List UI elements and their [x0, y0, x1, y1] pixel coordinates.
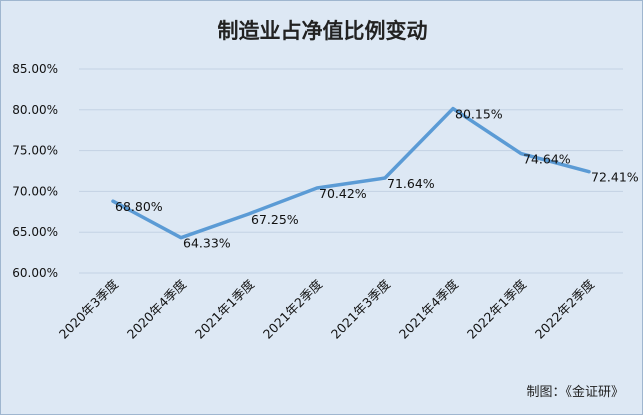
- x-tick-label: 2022年1季度: [464, 276, 530, 342]
- chart-source-note: 制图：《金证研》: [526, 385, 624, 400]
- data-label: 74.64%: [523, 152, 571, 167]
- data-label: 64.33%: [183, 236, 231, 251]
- data-point: [451, 107, 455, 111]
- data-label: 80.15%: [455, 107, 503, 122]
- x-tick-label: 2021年2季度: [260, 276, 326, 342]
- x-tick-label: 2020年4季度: [124, 276, 190, 342]
- y-tick-label: 65.00%: [12, 225, 58, 239]
- y-tick-label: 85.00%: [12, 62, 58, 76]
- data-label: 68.80%: [115, 199, 163, 214]
- x-tick-label: 2021年4季度: [396, 276, 462, 342]
- x-tick-label: 2022年2季度: [532, 276, 598, 342]
- data-label: 71.64%: [387, 176, 435, 191]
- data-point: [519, 152, 523, 156]
- data-label: 72.41%: [591, 170, 639, 185]
- data-label: 67.25%: [251, 212, 299, 227]
- x-tick-label: 2021年3季度: [328, 276, 394, 342]
- y-tick-label: 80.00%: [12, 103, 58, 117]
- series-line: [111, 106, 591, 240]
- y-tick-label: 70.00%: [12, 184, 58, 198]
- y-tick-label: 60.00%: [12, 266, 58, 280]
- data-point: [179, 236, 183, 240]
- data-point: [383, 176, 387, 180]
- data-label: 70.42%: [319, 186, 367, 201]
- data-point: [111, 199, 115, 203]
- data-point: [587, 170, 591, 174]
- x-tick-label: 2021年1季度: [192, 276, 258, 342]
- data-point: [247, 212, 251, 216]
- chart-title: 制造业占净值比例变动: [217, 19, 428, 43]
- data-point: [315, 186, 319, 190]
- y-tick-label: 75.00%: [12, 144, 58, 158]
- x-tick-label: 2020年3季度: [56, 276, 122, 342]
